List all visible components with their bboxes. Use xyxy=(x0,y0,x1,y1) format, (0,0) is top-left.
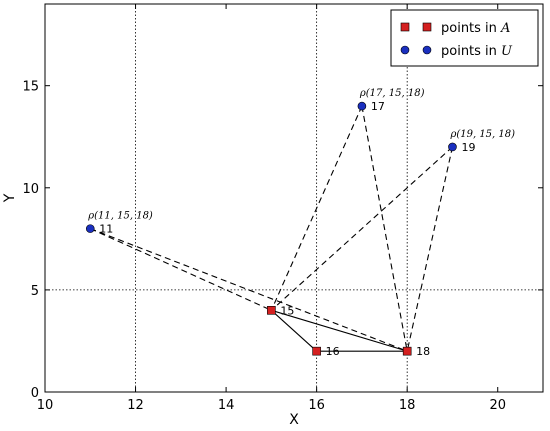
dashed-edge-11-18 xyxy=(90,228,408,352)
point-marker-19 xyxy=(448,142,457,152)
solid-edge-15-18 xyxy=(271,309,408,352)
dashed-edge-11-15 xyxy=(90,228,272,311)
legend-symbol-0: A xyxy=(500,21,510,36)
y-tick-label: 10 xyxy=(22,182,39,197)
legend-marker-0-0 xyxy=(400,22,410,32)
legend-symbol-1: U xyxy=(501,44,513,59)
point-marker-16 xyxy=(312,346,321,356)
graph-edges xyxy=(90,105,453,352)
plot-frame xyxy=(44,3,544,393)
x-tick-label: 12 xyxy=(127,398,144,413)
dashed-edge-17-15 xyxy=(270,105,363,311)
solid-edge-15-16 xyxy=(270,309,318,352)
axis-ticks: 10 12 14 16 18 20 0 5 10 15 xyxy=(22,4,543,413)
annotation-19: ρ(19, 15, 18) xyxy=(449,129,515,140)
y-tick-label: 5 xyxy=(31,284,39,299)
legend: points in A points in U xyxy=(390,9,539,67)
point-marker-11 xyxy=(85,224,95,233)
legend-marker-0-1 xyxy=(422,22,432,32)
x-tick-label: 14 xyxy=(218,398,235,413)
point-label-15: 15 xyxy=(280,304,294,317)
legend-marker-1-1 xyxy=(422,45,432,55)
point-label-18: 18 xyxy=(416,345,430,358)
legend-label-1: points in U xyxy=(441,44,513,59)
dashed-edge-17-18 xyxy=(361,106,408,352)
legend-label-0: points in A xyxy=(441,21,510,36)
y-axis-label: Y xyxy=(2,193,18,203)
point-label-17: 17 xyxy=(371,100,385,113)
annotation-11: ρ(11, 15, 18) xyxy=(87,211,153,222)
x-tick-label: 18 xyxy=(399,398,416,413)
dashed-edge-19-15 xyxy=(270,146,453,311)
y-tick-label: 15 xyxy=(22,80,39,95)
point-label-16: 16 xyxy=(326,345,340,358)
annotation-17: ρ(17, 15, 18) xyxy=(359,88,425,99)
x-tick-label: 10 xyxy=(37,398,54,413)
plot-area xyxy=(45,4,543,392)
annotations: ρ(11, 15, 18) ρ(17, 15, 18) ρ(19, 15, 18) xyxy=(87,88,515,222)
legend-box xyxy=(390,9,539,67)
point-label-11: 11 xyxy=(99,223,113,236)
point-label-19: 19 xyxy=(461,141,475,154)
data-markers xyxy=(85,101,457,356)
legend-marker-1-0 xyxy=(400,45,410,55)
point-marker-18 xyxy=(402,346,412,356)
x-axis-label: X xyxy=(289,412,299,428)
x-tick-label: 20 xyxy=(489,398,506,413)
y-tick-label: 0 xyxy=(31,386,39,401)
point-labels: 15 16 18 11 17 19 xyxy=(99,100,475,358)
point-marker-15 xyxy=(267,306,276,315)
x-tick-label: 16 xyxy=(308,398,325,413)
dashed-edge-19-18 xyxy=(406,146,453,352)
point-marker-17 xyxy=(357,101,367,111)
